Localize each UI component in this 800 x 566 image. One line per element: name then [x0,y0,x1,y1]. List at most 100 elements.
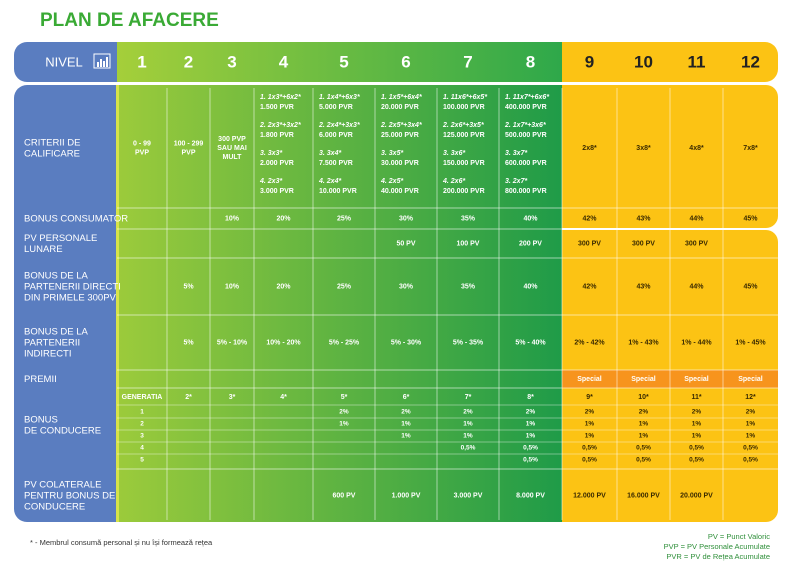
level: 3 [227,52,236,71]
cell: 10% [225,215,240,222]
row-label-line: CRITERII DE [24,137,80,148]
leadership-cell: 1% [639,421,649,428]
criteria-line: 1. 1x3*+6x2* [260,94,301,101]
row-label-line: PREMII [24,374,57,385]
criteria-line: 150.000 PVR [443,160,485,167]
header-label: NIVEL [45,54,83,69]
row-label-line: BONUS DE LA [24,326,89,337]
cell: 35% [461,283,476,290]
criteria-line: 6.000 PVR [319,132,353,139]
row-label-line: BONUS CONSUMATOR [24,213,128,224]
cell: 44% [689,283,704,290]
legend-line: PVR = PV de Rețea Acumulate [666,552,770,561]
criteria-line: 4. 2x6* [442,178,465,185]
criteria: 1. 1x5*+6x4* 20.000 PVR 2. 2x5*+3x4* 25.000… [380,94,422,195]
cell: 50 PV [396,240,415,247]
cell: 100 PV [457,240,480,247]
leadership-cell: 1% [463,421,473,428]
criteria-line: 1.500 PVR [260,104,294,111]
row-label: BONUS DE CONDUCERE [24,414,101,436]
cell: 5% [183,283,194,290]
level: 12 [741,52,760,71]
footnote: * - Membrul consumă personal și nu își f… [30,538,213,547]
generation: 2* [185,394,192,401]
generation: 8* [527,394,534,401]
leadership-cell: 1% [526,421,536,428]
criteria-line: 1. 1x5*+6x4* [381,94,422,101]
cell: 1% - 45% [735,339,766,346]
leadership-cell: 2 [140,421,144,428]
criteria: 100 - 299 PVP [174,140,204,156]
leadership-cell: 2% [401,409,411,416]
generation: 4* [280,394,287,401]
leadership-cell: 0,5% [582,445,597,452]
criteria: 1. 1x4*+6x3* 5.000 PVR 2. 2x4*+3x3* 6.000 P… [318,94,360,195]
criteria-line: 1. 1x4*+6x3* [319,94,360,101]
row-label-line: CONDUCERE [24,501,85,512]
label-panel [14,85,117,522]
criteria-line: 4. 2x4* [318,178,341,185]
legend-line: PV = Punct Valoric [708,532,770,541]
cell: 25% [337,283,352,290]
cell: 1% - 43% [628,339,659,346]
leadership-cell: 0,5% [523,445,538,452]
criteria-line: 2.000 PVR [260,160,294,167]
leadership-cell: 1% [746,421,756,428]
cell: 5% - 35% [453,339,484,346]
criteria-line: 4. 2x3* [259,178,282,185]
leadership-cell: 1% [639,433,649,440]
cell: 43% [636,215,651,222]
row-label: PV COLATERALE PENTRU BONUS DE CONDUCERE [24,479,115,512]
criteria-line: 400.000 PVR [505,104,547,111]
row-label-line: DE CONDUCERE [24,425,101,436]
criteria-line: 3. 3x4* [319,150,341,157]
cell: 300 PV [685,240,708,247]
leadership-cell: 2% [639,409,649,416]
cell: 1% - 44% [681,339,712,346]
criteria-line: 1. 11x7*+6x6* [505,94,549,101]
criteria-line: 2. 1x7*+3x6* [504,122,546,129]
criteria-line: 0 - 99 [133,140,151,147]
criteria-line: 4. 2x5* [380,178,403,185]
cell: 3x8* [636,145,651,152]
level: 7 [463,52,472,71]
generation: GENERATIA [122,394,163,401]
cell: Special [577,376,602,383]
cell: 10% [225,283,240,290]
leadership-cell: 1% [692,421,702,428]
cell: 3.000 PV [454,492,483,499]
cell: 42% [582,283,597,290]
row-label: PREMII [24,374,57,385]
criteria-line: 20.000 PVR [381,104,419,111]
level: 4 [279,52,289,71]
leadership-cell: 1% [339,421,349,428]
criteria-line: 5.000 PVR [319,104,353,111]
generation: 5* [341,394,348,401]
criteria-line: 3. 3x3* [260,150,282,157]
row-label-line: BONUS [24,414,58,425]
leadership-cell: 4 [140,445,144,452]
cell: 300 PV [632,240,655,247]
cell: 44% [689,215,704,222]
leadership-cell: 3 [140,433,144,440]
criteria-line: 3. 3x7* [505,150,527,157]
leadership-cell: 1% [585,433,595,440]
leadership-cell: 1% [526,433,536,440]
row-label-line: INDIRECTI [24,348,72,359]
generation: 10* [638,394,649,401]
criteria-line: 100.000 PVR [443,104,485,111]
cell: 45% [743,283,758,290]
level: 9 [585,52,594,71]
cell: 40% [523,283,538,290]
cell: 16.000 PV [627,492,660,499]
criteria: 1. 11x6*+6x5* 100.000 PVR 2. 2x6*+3x5* 125.… [442,94,487,195]
leadership-cell: 2% [526,409,536,416]
header-green [117,42,562,82]
level: 11 [688,52,706,71]
cell: 2% - 42% [574,339,605,346]
criteria-line: 500.000 PVR [505,132,547,139]
cell: 5% [183,339,194,346]
row-label-line: LUNARE [24,244,63,255]
criteria-line: MULT [223,154,243,161]
level: 1 [137,52,146,71]
